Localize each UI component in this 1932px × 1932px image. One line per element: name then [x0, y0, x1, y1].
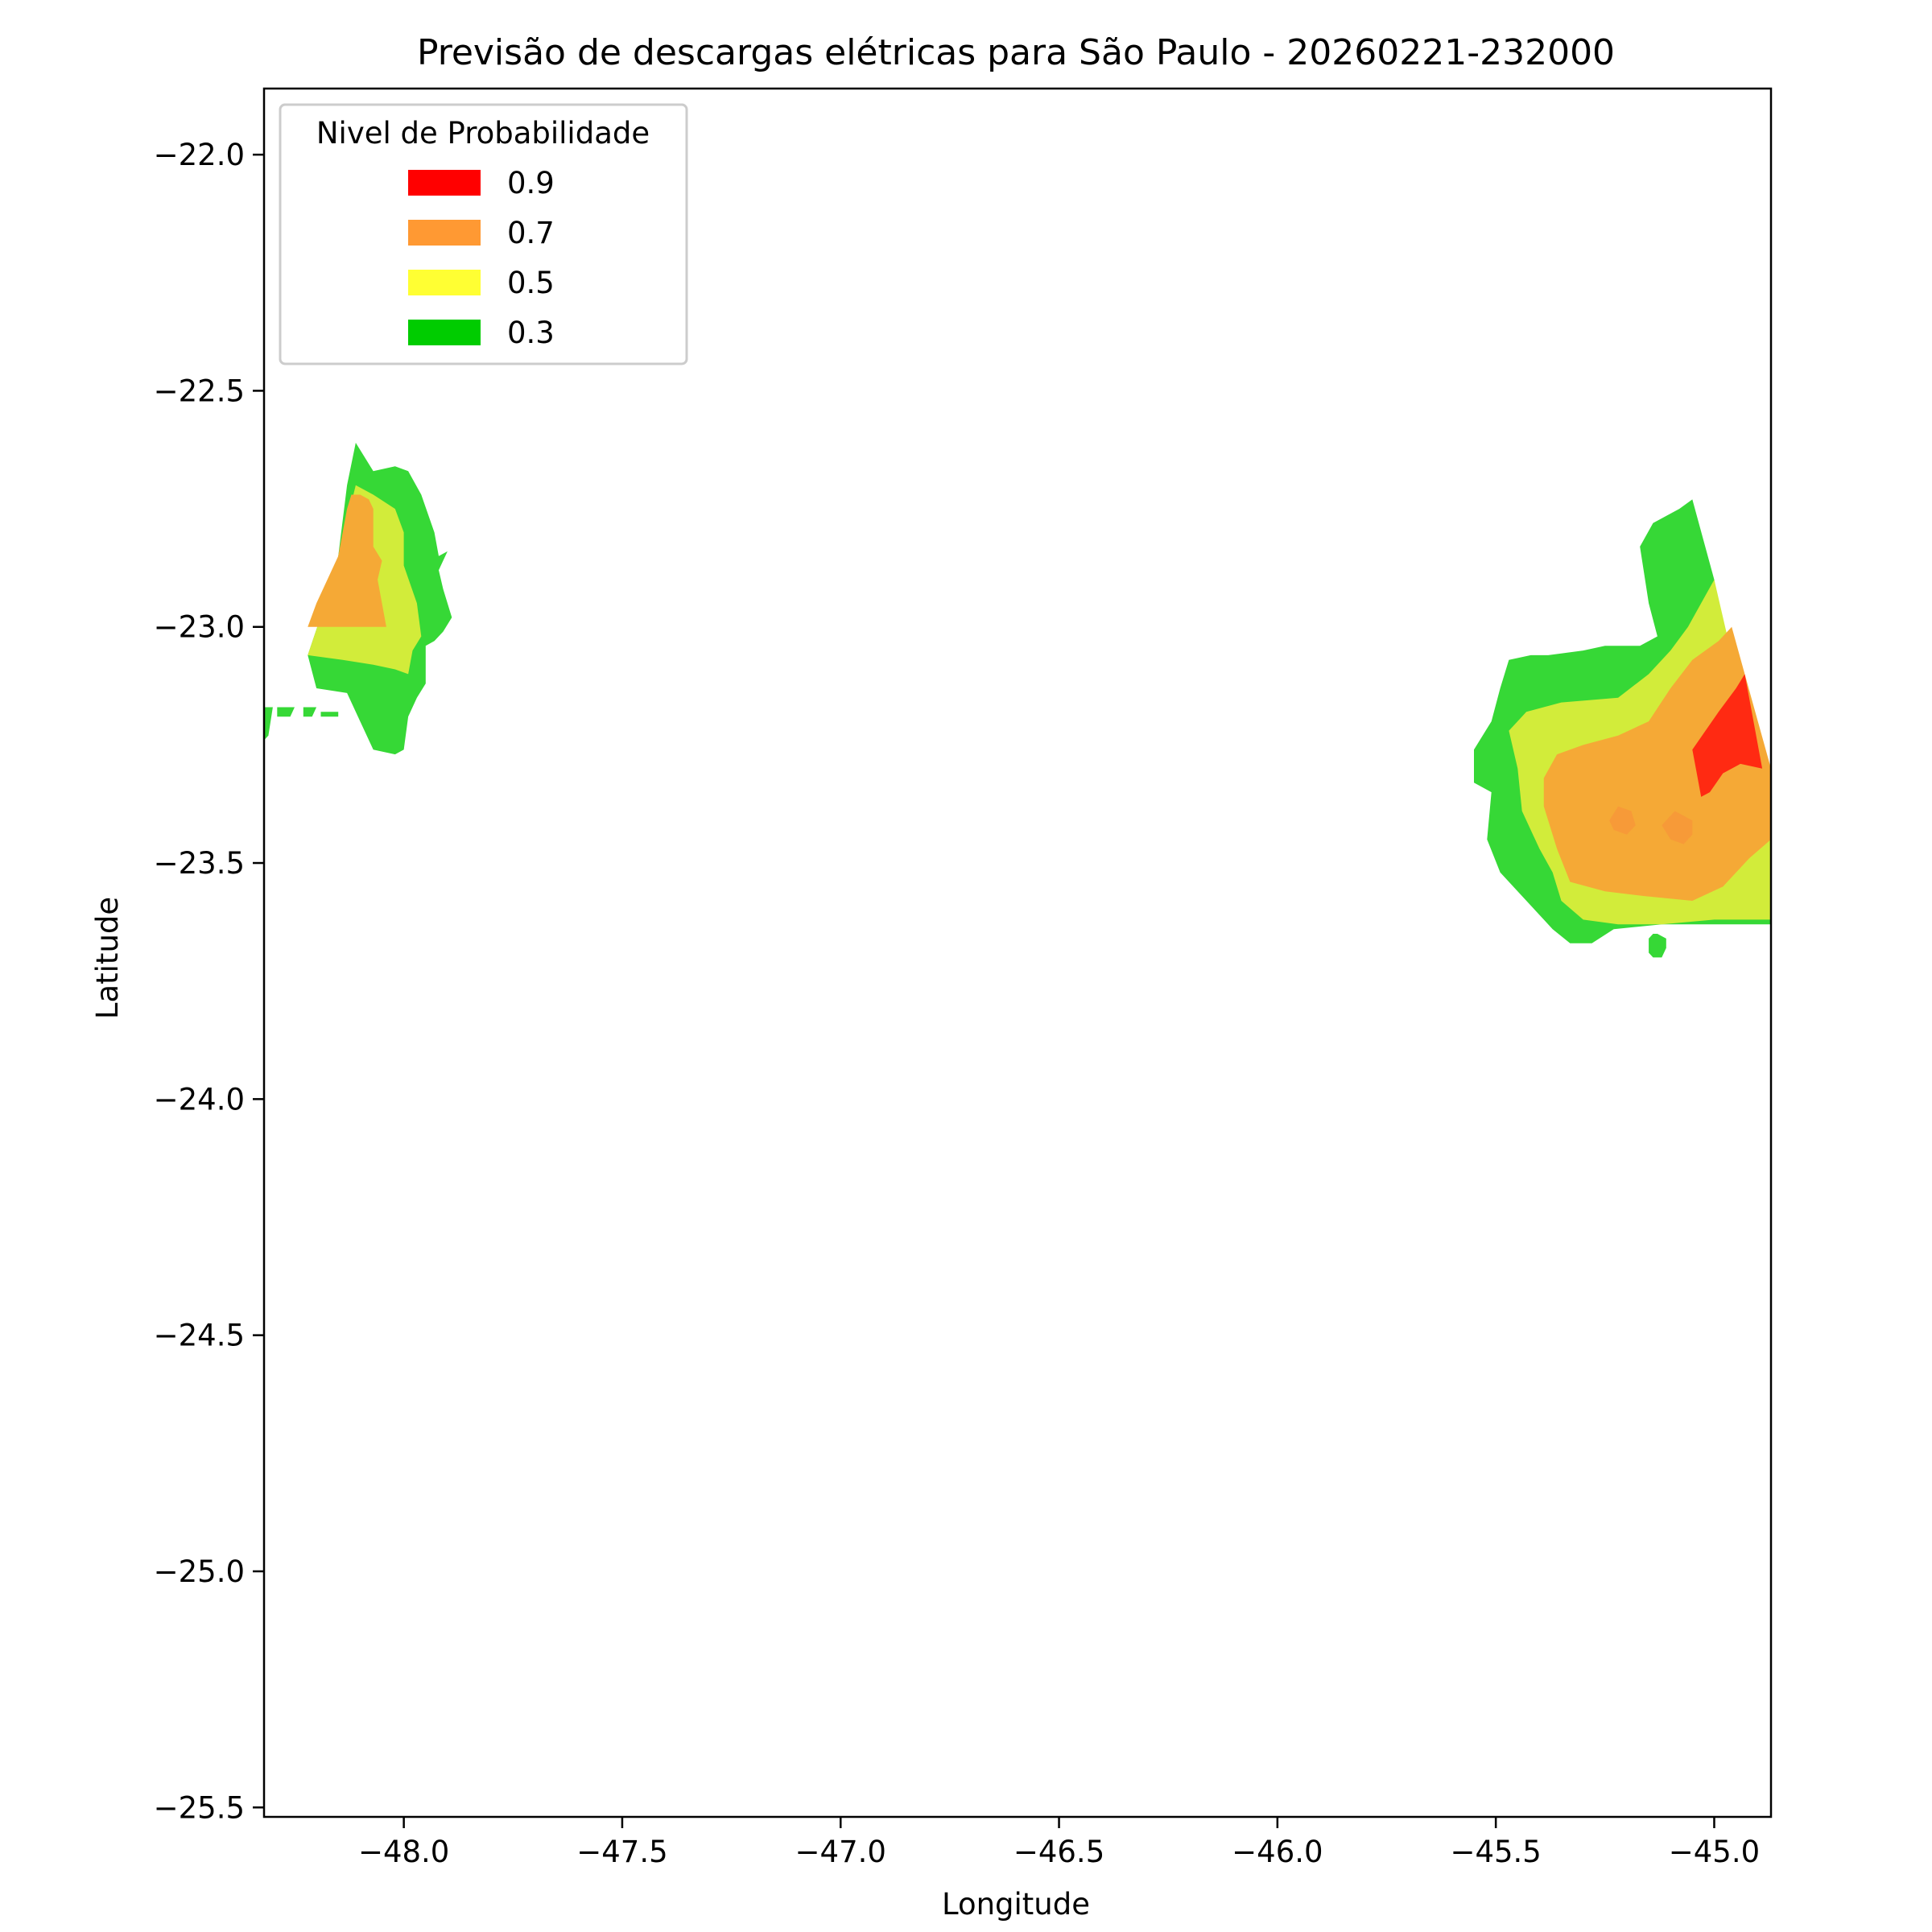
x-tick-label: −48.0	[358, 1835, 449, 1869]
legend-swatch-0.5	[408, 270, 481, 295]
x-tick-label: −45.0	[1669, 1835, 1760, 1869]
y-tick-label: −24.5	[154, 1319, 245, 1353]
probability-region-0.3	[303, 707, 317, 717]
y-tick-label: −25.0	[154, 1554, 245, 1589]
y-tick-label: −22.0	[154, 138, 245, 172]
y-tick-label: −22.5	[154, 374, 245, 408]
legend-swatch-0.7	[408, 220, 481, 246]
legend-label-0.5: 0.5	[507, 266, 555, 300]
legend-label-0.3: 0.3	[507, 316, 555, 350]
x-axis-label: Longitude	[942, 1887, 1090, 1922]
legend-entries: 0.9 0.7 0.5 0.3	[408, 166, 555, 350]
y-tick-label: −23.0	[154, 610, 245, 645]
plot-area-frame	[262, 87, 1773, 1818]
y-axis-label: Latitude	[90, 897, 125, 1019]
probability-region-0.7-spot	[1609, 806, 1636, 835]
probability-region-0.7	[308, 494, 386, 627]
x-tick-label: −45.5	[1450, 1835, 1541, 1869]
legend-label-0.9: 0.9	[507, 166, 555, 200]
y-tick-label: −24.0	[154, 1082, 245, 1117]
y-tick-label: −25.5	[154, 1790, 245, 1825]
x-axis: −48.0 −47.5 −47.0 −46.5 −46.0 −45.5 −45.0	[358, 1817, 1760, 1869]
legend-swatch-0.9	[408, 170, 481, 196]
probability-region-0.3	[1649, 934, 1666, 958]
y-axis: −22.0 −22.5 −23.0 −23.5 −24.0 −24.5 −25.0 −25.5	[154, 138, 264, 1825]
x-tick-label: −46.5	[1013, 1835, 1104, 1869]
legend-label-0.7: 0.7	[507, 216, 555, 250]
probability-region-0.3	[320, 712, 339, 717]
x-tick-label: −47.0	[795, 1835, 886, 1869]
legend-frame	[279, 103, 688, 365]
x-tick-label: −46.0	[1232, 1835, 1323, 1869]
legend: Nivel de Probabilidade 0.9 0.7 0.5 0.3	[279, 103, 688, 365]
probability-region-0.3	[264, 707, 273, 741]
probability-region-0.9	[1692, 674, 1763, 797]
probability-region-0.7	[1543, 626, 1771, 901]
probability-region-0.3	[277, 707, 295, 717]
probability-regions	[264, 443, 1771, 958]
y-tick-label: −23.5	[154, 846, 245, 881]
legend-swatch-0.3	[408, 320, 481, 345]
probability-region-0.7-spot	[1662, 811, 1693, 844]
chart-title: Previsão de descargas elétricas para São…	[417, 32, 1615, 73]
x-tick-label: −47.5	[576, 1835, 667, 1869]
legend-title: Nivel de Probabilidade	[316, 116, 650, 151]
